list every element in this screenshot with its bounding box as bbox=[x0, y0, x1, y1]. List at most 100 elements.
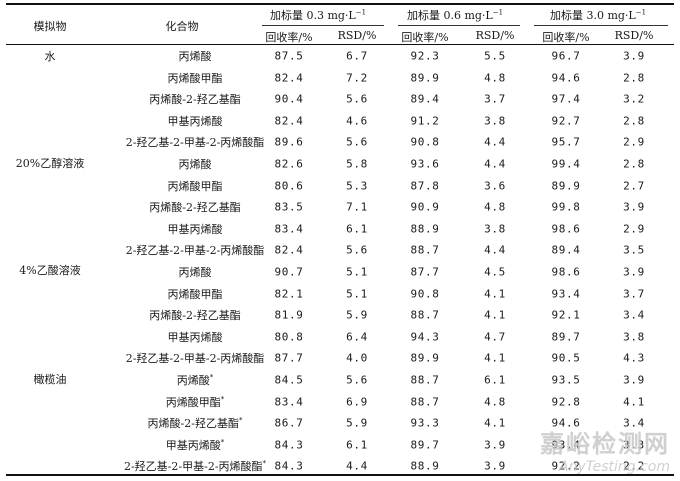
compound-name: 丙烯酸甲酯 bbox=[168, 286, 223, 302]
compound-text: 甲基丙烯酸 bbox=[165, 438, 221, 452]
header-bottom-rule bbox=[6, 44, 674, 45]
compound-name: 丙烯酸甲酯 bbox=[168, 178, 223, 194]
rsd-value: 3.7 bbox=[623, 287, 645, 301]
rsd-value: 5.6 bbox=[346, 92, 368, 106]
watermark-text: 嘉峪检测网 bbox=[540, 430, 670, 458]
recovery-value: 94.6 bbox=[551, 416, 581, 430]
recovery-value: 93.6 bbox=[410, 157, 440, 171]
table-top-rule bbox=[6, 3, 674, 5]
footnote-mark: * bbox=[220, 394, 225, 403]
recovery-value: 90.8 bbox=[410, 135, 440, 149]
recovery-value: 89.9 bbox=[551, 179, 581, 193]
recovery-value: 88.7 bbox=[410, 308, 440, 322]
rsd-value: 4.7 bbox=[484, 330, 506, 344]
compound-name: 丙烯酸-2-羟乙基酯 bbox=[149, 307, 240, 323]
rsd-value: 4.0 bbox=[346, 351, 368, 365]
recovery-value: 83.5 bbox=[274, 200, 304, 214]
recovery-value: 98.6 bbox=[551, 222, 581, 236]
rsd-header-2: RSD/% bbox=[475, 29, 515, 42]
recovery-value: 82.6 bbox=[274, 157, 304, 171]
compound-name: 甲基丙烯酸 bbox=[168, 113, 223, 129]
recovery-value: 88.9 bbox=[410, 222, 440, 236]
recovery-value: 90.5 bbox=[551, 351, 581, 365]
recovery-value: 89.9 bbox=[410, 71, 440, 85]
recovery-value: 84.3 bbox=[274, 438, 304, 452]
rsd-value: 5.6 bbox=[346, 135, 368, 149]
rsd-value: 4.1 bbox=[623, 395, 645, 409]
recovery-value: 82.1 bbox=[274, 287, 304, 301]
recovery-value: 90.8 bbox=[410, 287, 440, 301]
rsd-value: 2.9 bbox=[623, 135, 645, 149]
rsd-value: 3.9 bbox=[484, 459, 506, 473]
recovery-value: 89.7 bbox=[551, 330, 581, 344]
recovery-value: 95.7 bbox=[551, 135, 581, 149]
recovery-value: 81.9 bbox=[274, 308, 304, 322]
recovery-value: 89.6 bbox=[274, 135, 304, 149]
recovery-value: 89.7 bbox=[410, 438, 440, 452]
matrix-column-header: 模拟物 bbox=[33, 20, 67, 33]
compound-text: 甲基丙烯酸 bbox=[167, 222, 223, 236]
rsd-value: 4.1 bbox=[484, 287, 506, 301]
recovery-value: 88.9 bbox=[410, 459, 440, 473]
recovery-value: 93.4 bbox=[551, 438, 581, 452]
compound-text: 丙烯酸 bbox=[178, 266, 212, 279]
recovery-value: 93.4 bbox=[551, 287, 581, 301]
compound-text: 丙烯酸 bbox=[178, 158, 212, 171]
rsd-value: 5.3 bbox=[346, 179, 368, 193]
compound-text: 2-羟乙基-2-甲基-2-丙烯酸酯 bbox=[123, 460, 263, 474]
recovery-value: 92.1 bbox=[551, 308, 581, 322]
recovery-header-2: 回收率/% bbox=[401, 31, 449, 44]
recovery-value: 83.4 bbox=[274, 222, 304, 236]
compound-text: 丙烯酸-2-羟乙基酯 bbox=[147, 417, 239, 431]
rsd-value: 4.4 bbox=[346, 459, 368, 473]
footnote-mark: * bbox=[209, 373, 214, 382]
recovery-header-1: 回收率/% bbox=[265, 31, 313, 44]
rsd-value: 4.5 bbox=[484, 265, 506, 279]
recovery-value: 90.7 bbox=[274, 265, 304, 279]
rsd-value: 4.6 bbox=[346, 114, 368, 128]
rsd-value: 5.9 bbox=[346, 416, 368, 430]
compound-name: 丙烯酸-2-羟乙基酯 bbox=[149, 199, 240, 215]
rsd-header-3: RSD/% bbox=[614, 29, 654, 42]
rsd-value: 5.9 bbox=[346, 308, 368, 322]
rsd-value: 3.9 bbox=[623, 373, 645, 387]
spike-group-header-3: 加标量 3.0 mg·L−1 bbox=[549, 8, 647, 22]
recovery-value: 92.2 bbox=[551, 459, 581, 473]
recovery-value: 82.4 bbox=[274, 71, 304, 85]
recovery-value: 92.8 bbox=[551, 395, 581, 409]
recovery-value: 92.3 bbox=[410, 49, 440, 63]
rsd-value: 3.7 bbox=[484, 92, 506, 106]
recovery-value: 80.8 bbox=[274, 330, 304, 344]
rsd-value: 3.8 bbox=[623, 330, 645, 344]
compound-name: 甲基丙烯酸 bbox=[168, 221, 223, 237]
compound-text: 丙烯酸甲酯 bbox=[167, 71, 223, 85]
compound-text: 2-羟乙基-2-甲基-2-丙烯酸酯 bbox=[125, 352, 265, 366]
rsd-value: 2.8 bbox=[623, 71, 645, 85]
rsd-value: 7.2 bbox=[346, 71, 368, 85]
compound-name: 2-羟乙基-2-甲基-2-丙烯酸酯 bbox=[126, 350, 265, 366]
rsd-value: 5.8 bbox=[346, 157, 368, 171]
rsd-value: 2.8 bbox=[623, 114, 645, 128]
compound-text: 丙烯酸甲酯 bbox=[165, 395, 221, 409]
compound-text: 甲基丙烯酸 bbox=[167, 114, 223, 128]
rsd-value: 4.4 bbox=[484, 157, 506, 171]
compound-name: 丙烯酸-2-羟乙基酯 bbox=[149, 91, 240, 107]
rsd-value: 5.5 bbox=[484, 49, 506, 63]
compound-name: 丙烯酸 bbox=[179, 156, 212, 172]
recovery-value: 89.4 bbox=[551, 243, 581, 257]
recovery-value: 83.4 bbox=[274, 395, 304, 409]
recovery-value: 82.4 bbox=[274, 114, 304, 128]
compound-name: 2-羟乙基-2-甲基-2-丙烯酸酯 bbox=[126, 134, 265, 150]
rsd-value: 4.4 bbox=[484, 135, 506, 149]
recovery-value: 96.7 bbox=[551, 49, 581, 63]
recovery-value: 88.7 bbox=[410, 373, 440, 387]
matrix-label-acetic-acid: 4%乙酸溶液 bbox=[19, 264, 81, 277]
compound-text: 甲基丙烯酸 bbox=[167, 330, 223, 344]
recovery-value: 88.7 bbox=[410, 243, 440, 257]
compound-name: 丙烯酸-2-羟乙基酯* bbox=[148, 415, 243, 431]
compound-name: 丙烯酸 bbox=[179, 48, 212, 64]
rsd-value: 4.3 bbox=[623, 351, 645, 365]
compound-text: 丙烯酸甲酯 bbox=[167, 179, 223, 193]
rsd-value: 5.6 bbox=[346, 243, 368, 257]
compound-name: 丙烯酸 bbox=[179, 264, 212, 280]
